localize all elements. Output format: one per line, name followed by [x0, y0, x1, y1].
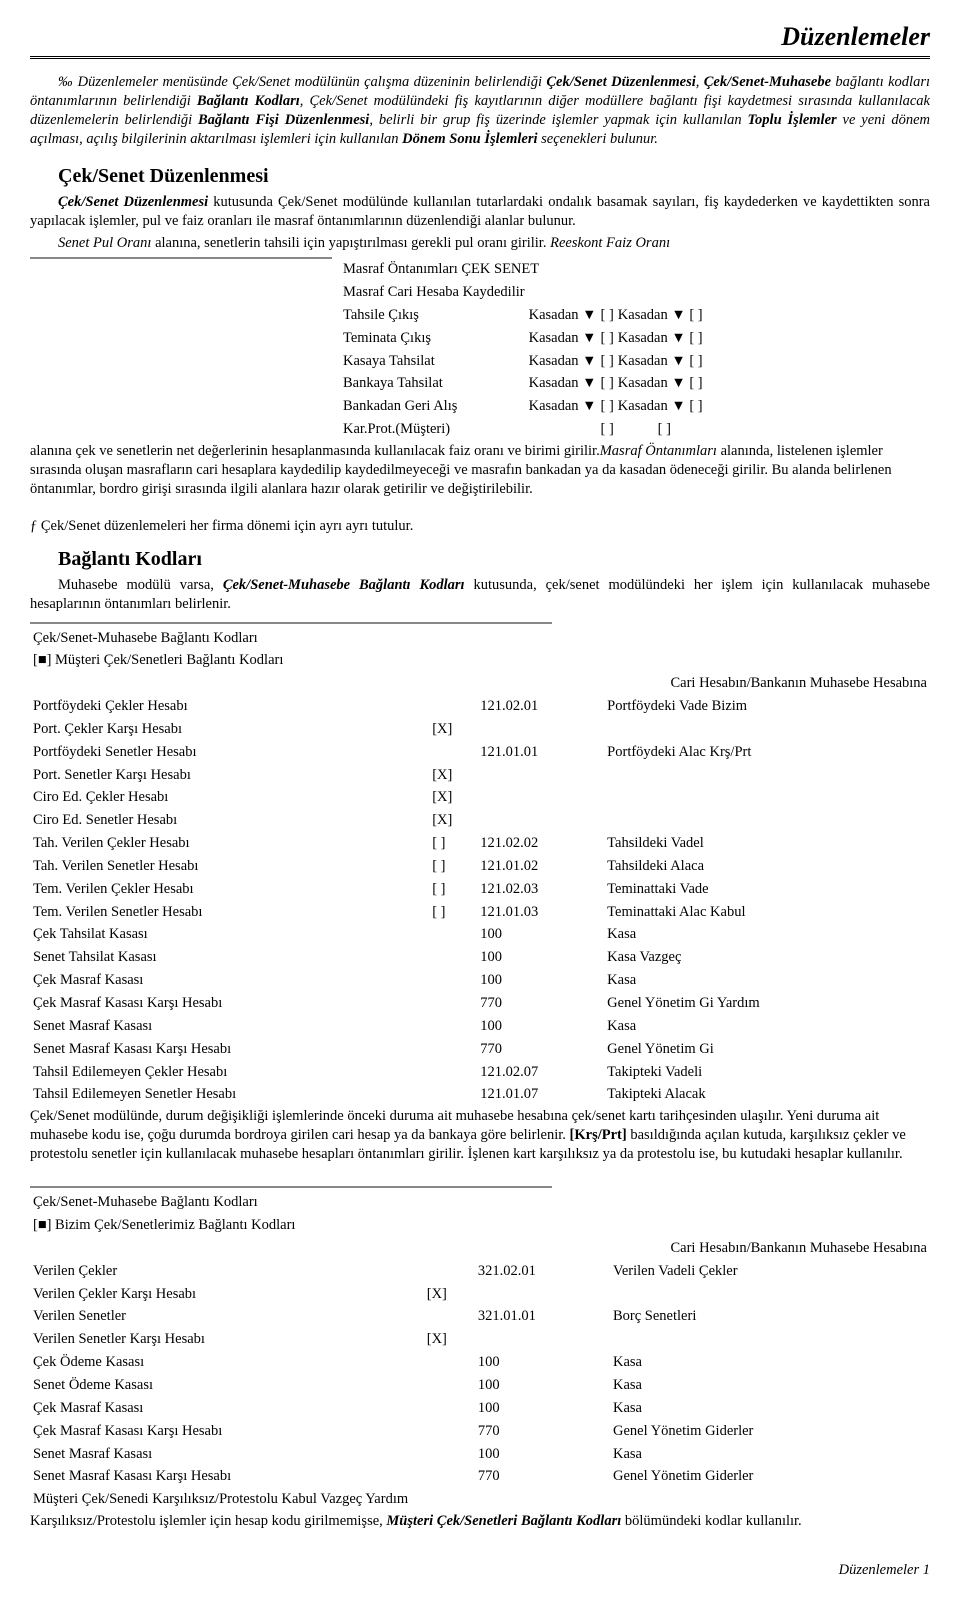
dos-masraf-ontanimlari — [30, 257, 332, 259]
dropdown[interactable]: Kasadan ▼ — [529, 353, 597, 369]
intro-paragraph: ‰ Düzenlemeler menüsünde Çek/Senet modül… — [30, 73, 930, 148]
dos3-bottom-bar: Müşteri Çek/Senedi Karşılıksız/Protestol… — [32, 1489, 928, 1510]
bizim-button[interactable]: Bizim — [712, 698, 747, 714]
section-1-heading: Çek/Senet Düzenlenmesi — [30, 163, 930, 189]
dos-baglanti-musteri — [30, 622, 552, 624]
section-2-heading: Bağlantı Kodları — [30, 546, 930, 572]
sec1-p2: Senet Pul Oranı alanına, senetlerin tahs… — [30, 234, 930, 253]
dos3-title: Çek/Senet-Muhasebe Bağlantı Kodları — [32, 1192, 928, 1213]
intro-bullet: ‰ — [58, 74, 73, 90]
dropdown[interactable]: Kasadan ▼ — [618, 307, 686, 323]
krsprt-tab[interactable]: Karşılıksız/Protestolu — [152, 1491, 278, 1507]
dropdown[interactable]: Kasadan ▼ — [529, 330, 597, 346]
yardim-button[interactable]: Yardım — [717, 995, 760, 1011]
dos2-title: Çek/Senet-Muhasebe Bağlantı Kodları — [32, 628, 928, 649]
sec1-p1: Çek/Senet Düzenlenmesi kutusunda Çek/Sen… — [30, 193, 930, 231]
vazgec-tab[interactable]: Vazgeç — [320, 1491, 362, 1507]
dropdown[interactable]: Kasadan ▼ — [618, 398, 686, 414]
dos-baglanti-bizim — [30, 1186, 552, 1188]
sec1-note: ƒ Çek/Senet düzenlemeleri her firma döne… — [30, 517, 930, 536]
krsprt-button[interactable]: Krş/Prt — [709, 744, 751, 760]
page-footer: Düzenlemeler 1 — [30, 1561, 930, 1580]
kabul-button[interactable]: Kabul — [710, 904, 745, 920]
sec2-p1: Muhasebe modülü varsa, Çek/Senet-Muhaseb… — [30, 576, 930, 614]
musteri-tab[interactable]: Müşteri Çek/Senedi — [33, 1491, 149, 1507]
kabul-tab[interactable]: Kabul — [282, 1491, 317, 1507]
dropdown[interactable]: Kasadan ▼ — [529, 375, 597, 391]
dropdown[interactable]: Kasadan ▼ — [529, 307, 597, 323]
page-title: Düzenlemeler — [30, 20, 930, 59]
dos1-title: Masraf Öntanımları ÇEK SENET — [342, 259, 704, 280]
vazgec-button[interactable]: Vazgeç — [640, 949, 682, 965]
dropdown[interactable]: Kasadan ▼ — [529, 398, 597, 414]
dropdown[interactable]: Kasadan ▼ — [618, 353, 686, 369]
dropdown[interactable]: Kasadan ▼ — [618, 330, 686, 346]
dropdown[interactable]: Kasadan ▼ — [618, 375, 686, 391]
yardim-tab[interactable]: Yardım — [365, 1491, 408, 1507]
